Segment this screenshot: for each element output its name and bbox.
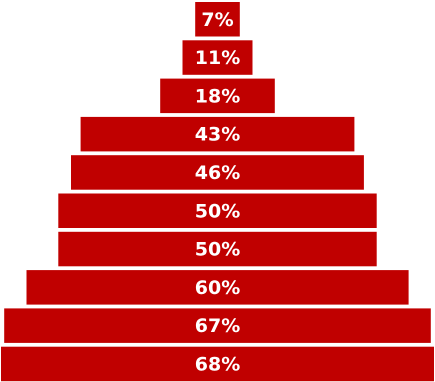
funnel-bar	[26, 270, 409, 305]
bar-value-label: 18%	[195, 85, 240, 107]
funnel-bar	[1, 346, 434, 382]
bar-value-label: 50%	[195, 239, 240, 261]
bar-value-label: 7%	[201, 9, 233, 31]
funnel-bar	[71, 155, 364, 190]
funnel-bar	[182, 40, 253, 75]
funnel-bar	[195, 2, 240, 37]
bar-value-label: 43%	[195, 124, 240, 146]
bar-value-label: 11%	[195, 47, 240, 69]
bar-value-label: 60%	[195, 277, 240, 299]
bar-value-label: 67%	[195, 315, 240, 337]
funnel-bar	[80, 116, 355, 152]
funnel-bar	[4, 308, 431, 343]
funnel-bar	[160, 78, 275, 114]
bar-value-label: 68%	[195, 353, 240, 375]
bar-value-label: 50%	[195, 200, 240, 222]
bar-value-label: 46%	[195, 162, 240, 184]
funnel-bar	[58, 193, 377, 228]
funnel-bar	[58, 231, 377, 267]
